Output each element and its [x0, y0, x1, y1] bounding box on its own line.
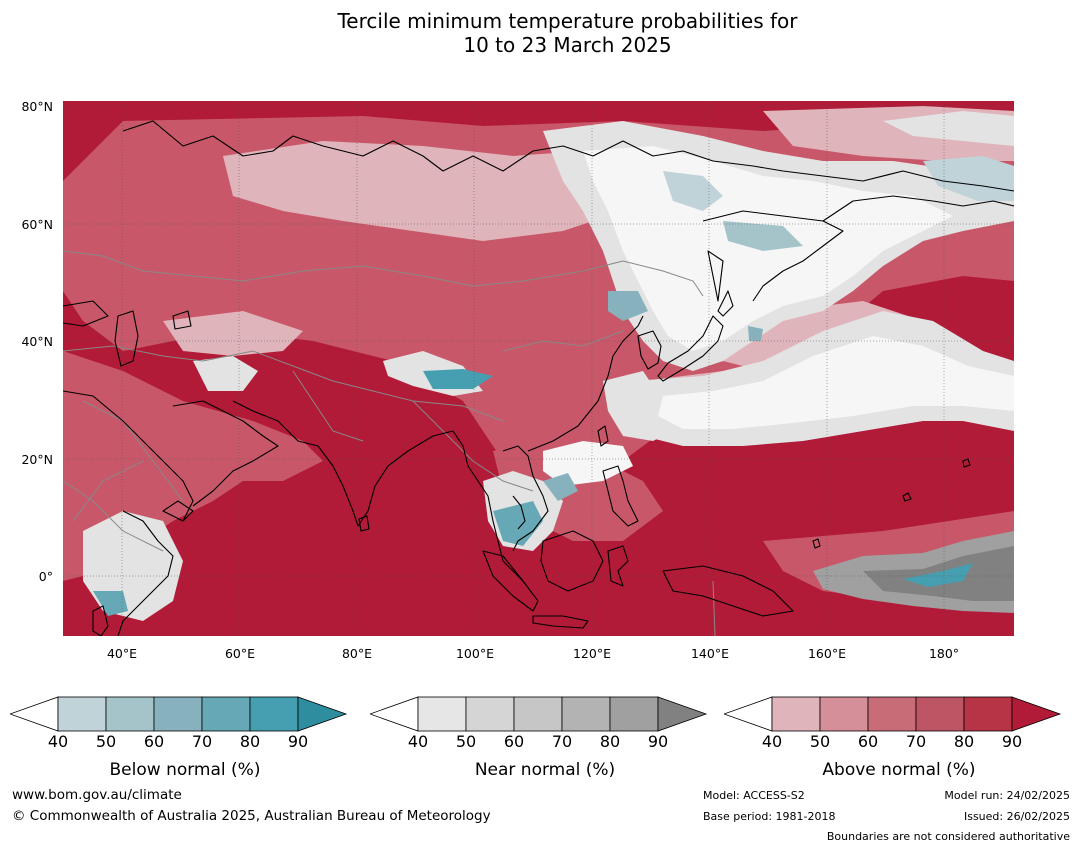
website-link[interactable]: www.bom.gov.au/climate — [12, 787, 182, 803]
region-near-white-pacific-band — [658, 336, 1014, 429]
legend-below-tick-50: 50 — [95, 732, 117, 751]
map-title: Tercile minimum temperature probabilitie… — [0, 9, 1081, 57]
lon-label-60e: 60°E — [224, 646, 256, 661]
region-below-chukotka — [923, 156, 1014, 201]
probability-map-svg — [63, 101, 1014, 636]
lat-label-40n: 40°N — [21, 334, 53, 349]
legend-above-normal-label: Above normal (%) — [822, 760, 976, 780]
lon-label-40e: 40°E — [106, 646, 138, 661]
legend-above-tick-90: 90 — [1001, 732, 1023, 751]
boundaries-disclaimer: Boundaries are not considered authoritat… — [826, 830, 1070, 843]
legend-above-tick-70: 70 — [905, 732, 927, 751]
lon-label-80e: 80°E — [341, 646, 373, 661]
legend-below-tick-70: 70 — [191, 732, 213, 751]
region-below-kamchatka — [748, 326, 763, 341]
legend-near-tick-60: 60 — [503, 732, 525, 751]
legend-near-tick-70: 70 — [551, 732, 573, 751]
legend-above-tick-60: 60 — [857, 732, 879, 751]
legend-below-normal-under — [8, 696, 59, 732]
lat-label-60n: 60°N — [21, 217, 53, 232]
legend-above-normal-swatch-3 — [867, 696, 917, 732]
legend-above-normal: 40 50 60 70 80 90 Above normal (%) — [722, 696, 1074, 780]
legend-below-tick-90: 90 — [287, 732, 309, 751]
legend-near-normal-label: Near normal (%) — [474, 760, 616, 780]
lon-label-180: 180° — [928, 646, 960, 661]
region-near-light-east-arctic — [883, 111, 1014, 146]
legend-below-normal-swatch-5 — [249, 696, 299, 732]
legend-near-tick-90: 90 — [647, 732, 669, 751]
legend-above-tick-40: 40 — [761, 732, 783, 751]
lon-label-140e: 140°E — [690, 646, 729, 661]
model-name: Model: ACCESS-S2 — [703, 789, 805, 802]
region-below-siberia — [663, 171, 723, 211]
legend-near-normal-swatch-1 — [417, 696, 467, 732]
model-run-date: Model run: 24/02/2025 — [944, 789, 1070, 802]
legend-above-normal-swatch-2 — [819, 696, 869, 732]
legend-above-normal-over — [1011, 696, 1062, 732]
region-below-manchuria — [608, 291, 648, 321]
lat-label-0: 0° — [38, 569, 53, 584]
legend-near-normal-over — [657, 696, 708, 732]
graticule — [63, 101, 1014, 636]
legend-below-tick-60: 60 — [143, 732, 165, 751]
legend-below-normal-swatch-1 — [57, 696, 107, 732]
legend-above-normal-under — [722, 696, 773, 732]
legend-below-normal-bar — [8, 696, 348, 732]
legend-below-normal-swatch-4 — [201, 696, 251, 732]
legend-near-normal-under — [368, 696, 419, 732]
probability-map — [63, 101, 1014, 636]
region-below-yakutia — [723, 221, 803, 251]
legend-below-normal-swatch-3 — [153, 696, 203, 732]
legend-above-normal-swatch-5 — [963, 696, 1013, 732]
legend-above-normal-swatch-4 — [915, 696, 965, 732]
copyright-text: © Commonwealth of Australia 2025, Austra… — [12, 808, 491, 824]
country-boundaries — [63, 250, 716, 636]
legend-near-tick-80: 80 — [599, 732, 621, 751]
legend-near-normal-bar — [368, 696, 708, 732]
title-line-1: Tercile minimum temperature probabilitie… — [337, 9, 798, 33]
region-below-equatorial-pacific — [903, 563, 973, 587]
legend-below-normal-swatch-2 — [105, 696, 155, 732]
legend-below-normal-over — [297, 696, 348, 732]
region-above-light-kazakh — [163, 311, 303, 356]
region-near-light-arabia — [193, 356, 258, 391]
region-above-light-siberia — [223, 141, 623, 241]
legend-below-tick-80: 80 — [239, 732, 261, 751]
lat-label-80n: 80°N — [21, 99, 53, 114]
legend-above-normal-swatch-1 — [771, 696, 821, 732]
coastlines — [63, 120, 1014, 636]
legend-below-normal: 40 50 60 70 80 90 Below normal (%) — [8, 696, 360, 780]
legend-near-tick-50: 50 — [455, 732, 477, 751]
legend-near-normal: 40 50 60 70 80 90 Near normal (%) — [368, 696, 720, 780]
legend-near-normal-swatch-5 — [609, 696, 659, 732]
legend-near-normal-swatch-2 — [465, 696, 515, 732]
lon-label-100e: 100°E — [455, 646, 494, 661]
legend-below-tick-40: 40 — [47, 732, 69, 751]
region-below-indochina-2 — [543, 473, 578, 501]
base-period: Base period: 1981-2018 — [703, 810, 836, 823]
legend-near-tick-40: 40 — [407, 732, 429, 751]
lat-label-20n: 20°N — [21, 452, 53, 467]
legend-near-normal-swatch-3 — [513, 696, 563, 732]
legend-above-tick-80: 80 — [953, 732, 975, 751]
lon-label-120e: 120°E — [572, 646, 611, 661]
region-below-indochina — [493, 501, 543, 546]
issued-date: Issued: 26/02/2025 — [963, 810, 1070, 823]
legend-near-normal-swatch-4 — [561, 696, 611, 732]
legend-below-normal-label: Below normal (%) — [109, 760, 261, 780]
lon-label-160e: 160°E — [807, 646, 846, 661]
legend-above-tick-50: 50 — [809, 732, 831, 751]
legend-above-normal-bar — [722, 696, 1062, 732]
region-below-tibet — [423, 369, 493, 389]
region-below-africa — [93, 591, 128, 616]
title-line-2: 10 to 23 March 2025 — [463, 33, 672, 57]
